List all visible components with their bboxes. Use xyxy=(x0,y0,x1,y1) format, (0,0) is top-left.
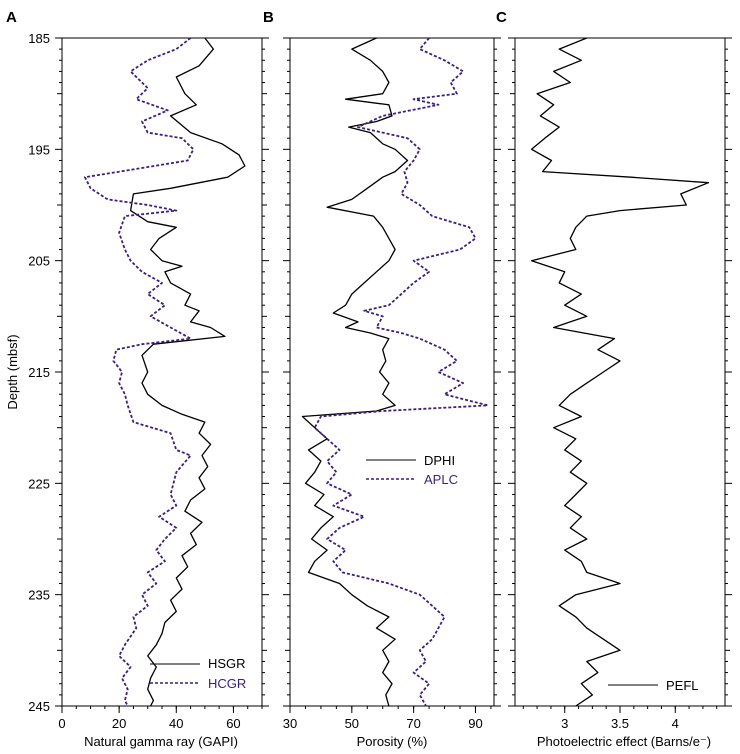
x-tick-label: 3 xyxy=(561,716,568,731)
legend-label-aplc: APLC xyxy=(424,472,458,487)
depth-tick-label: 185 xyxy=(28,31,50,46)
depth-axis-label: Depth (mbsf) xyxy=(5,334,20,409)
legend-label-hsgr: HSGR xyxy=(208,656,246,671)
panel-a-gamma-ray: A Natural gamma ray (GAPI) 0 20 40 60 HSGR … xyxy=(6,9,269,749)
x-tick-label: 3.5 xyxy=(611,716,629,731)
series-line-hcgr xyxy=(84,37,195,707)
panel-letter: B xyxy=(263,9,274,26)
x-tick-label: 90 xyxy=(468,716,482,731)
depth-tick-label: 245 xyxy=(28,699,50,714)
depth-tick-label: 225 xyxy=(28,476,50,491)
depth-tick-label: 215 xyxy=(28,365,50,380)
series-layer xyxy=(84,37,246,707)
x-tick-label: 40 xyxy=(169,716,183,731)
axis-ticks: 30 50 70 90 xyxy=(283,37,501,731)
depth-tick-label: 235 xyxy=(28,588,50,603)
legend: DPHI APLC xyxy=(366,453,458,487)
x-tick-label: 20 xyxy=(112,716,126,731)
depth-tick-label: 205 xyxy=(28,254,50,269)
series-layer xyxy=(530,37,710,707)
legend-label-dphi: DPHI xyxy=(424,453,455,468)
x-axis-label: Natural gamma ray (GAPI) xyxy=(84,734,238,749)
panel-letter: A xyxy=(6,9,17,26)
panel-b-porosity: B Porosity (%) 30 50 70 90 DPHI APLC xyxy=(263,9,501,749)
panel-c-photoelectric: C Photoelectric effect (Barns/e⁻) 3 3.5 4 … xyxy=(496,9,732,749)
series-line-pefl xyxy=(530,37,710,707)
legend: HSGR HCGR xyxy=(150,656,246,691)
axis-ticks: 3 3.5 4 xyxy=(508,37,732,731)
x-axis-label: Photoelectric effect (Barns/e⁻) xyxy=(537,734,711,749)
series-line-dphi xyxy=(301,37,409,707)
series-line-aplc xyxy=(313,37,489,707)
depth-tick-labels: 185 195 205 215 225 235 245 xyxy=(28,31,50,714)
x-tick-label: 4 xyxy=(672,716,679,731)
x-axis-label: Porosity (%) xyxy=(357,734,428,749)
series-line-hsgr xyxy=(129,37,246,707)
plot-frame xyxy=(289,37,495,707)
panel-letter: C xyxy=(496,9,507,26)
axis-ticks: 0 20 40 60 xyxy=(55,37,269,731)
x-tick-label: 30 xyxy=(283,716,297,731)
legend-label-pefl: PEFL xyxy=(666,678,699,693)
plot-frame xyxy=(61,37,263,707)
depth-tick-label: 195 xyxy=(28,142,50,157)
series-layer xyxy=(301,37,489,707)
legend: PEFL xyxy=(608,678,699,693)
x-tick-label: 60 xyxy=(226,716,240,731)
x-tick-label: 50 xyxy=(345,716,359,731)
plot-frame xyxy=(514,37,726,707)
x-tick-label: 70 xyxy=(406,716,420,731)
legend-label-hcgr: HCGR xyxy=(208,676,246,691)
x-tick-label: 0 xyxy=(58,716,65,731)
